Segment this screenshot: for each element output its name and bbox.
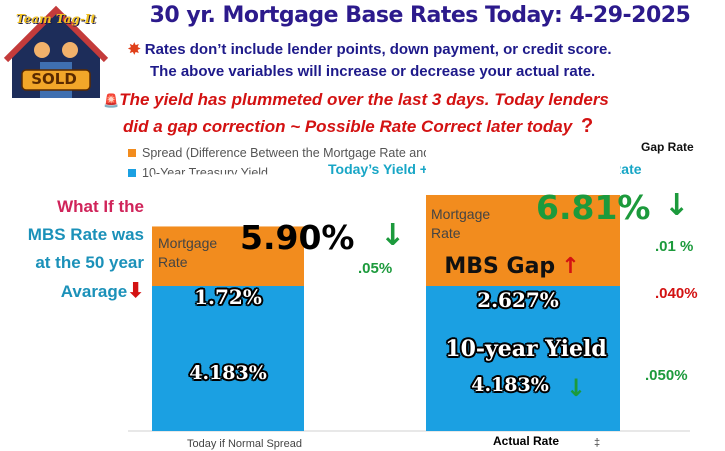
disclaimer-line-2: The above variables will increase or dec…: [150, 63, 596, 80]
page-title: 30 yr. Mortgage Base Rates Today: 4-29-2…: [149, 3, 691, 28]
bar2-yield-title: 10-year Yield: [445, 336, 607, 362]
up-arrow-red-icon: ↑: [561, 254, 580, 279]
bar2-total-change: .01 %: [655, 238, 694, 255]
alert-line-2: did a gap correction ~ Possible Rate Cor…: [123, 115, 594, 137]
category-mark: ‡: [594, 437, 601, 449]
bar2-label: Mortgage Rate: [431, 206, 491, 241]
bar-1-segment-spread: [152, 226, 304, 286]
legend-spread-swatch: [128, 149, 136, 157]
category-label-left: Today if Normal Spread: [187, 438, 302, 450]
bar2-yield-value: 4.183%: [471, 374, 549, 396]
bar2-yield-change: .050%: [645, 367, 688, 384]
logo-top-text: Team Tag-It: [16, 12, 96, 26]
down-arrow-red-icon: ⬇: [127, 280, 144, 302]
what-if-line-1: What If the: [57, 197, 144, 216]
bar1-yield-label: 4.183%: [189, 362, 267, 384]
what-if-line-3: at the 50 year: [35, 253, 144, 272]
team-tag-it-sold-logo: [3, 5, 109, 98]
bar1-change: .05%: [358, 260, 393, 277]
bar-2-segment-spread: [426, 194, 620, 286]
bar2-total-down-arrow-icon: ↓: [664, 188, 690, 223]
question-mark-icon: ?: [580, 115, 594, 137]
bar2-gap-change: .040%: [655, 285, 698, 302]
bar2-total-rate: 6.81%: [536, 188, 651, 227]
category-label-right: Actual Rate: [493, 434, 560, 448]
bar2-gap-value: 2.627%: [477, 288, 559, 312]
bar1-down-arrow-icon: ↓: [380, 218, 406, 253]
bar-2-total-cap: [426, 142, 620, 195]
bar1-label: Mortgage Rate: [158, 235, 218, 270]
alert-line-1: 🚨The yield has plummeted over the last 3…: [103, 90, 609, 109]
bar1-total-rate: 5.90%: [240, 218, 355, 257]
gap-rate-header: Gap Rate: [641, 140, 694, 154]
what-if-note: What If the MBS Rate was at the 50 year …: [0, 193, 144, 306]
disclaimer-line-1: ✸ Rates don’t include lender points, dow…: [128, 41, 612, 58]
bar-1-total-cap: [152, 174, 304, 227]
bar2-yield-down-arrow-icon: ↓: [566, 374, 587, 402]
what-if-line-2: MBS Rate was: [27, 225, 144, 244]
logo-sold-text: SOLD: [31, 70, 77, 88]
bar2-gap-title: MBS Gap ↑: [444, 254, 580, 279]
what-if-line-4: Avarage⬇: [60, 280, 144, 302]
siren-icon: 🚨: [103, 93, 120, 108]
bar-2-segment-treasury: [426, 285, 620, 431]
legend-treasury-swatch: [128, 169, 136, 177]
bar1-spread-label: 1.72%: [194, 285, 262, 309]
explosion-icon: ✸: [128, 41, 141, 58]
bar-1-segment-treasury: [152, 285, 304, 431]
